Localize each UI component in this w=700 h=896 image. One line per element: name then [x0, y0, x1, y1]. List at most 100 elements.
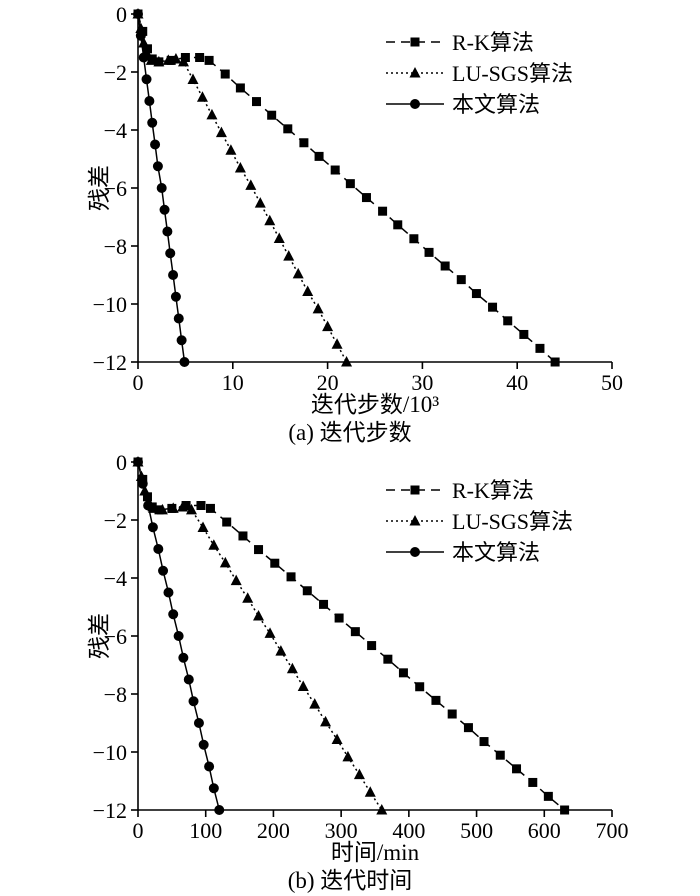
circle-marker: [173, 313, 184, 324]
square-marker: [330, 165, 340, 175]
square-marker: [456, 275, 466, 285]
circle-marker: [156, 183, 167, 193]
circle-marker: [170, 291, 181, 302]
triangle-marker: [230, 574, 242, 586]
triangle-marker: [138, 37, 150, 48]
triangle-marker: [264, 214, 276, 226]
square-marker: [424, 247, 434, 257]
subfigure-a: 0 10 20 30 40 50 0 −2 −4 −6 −8 −10 −12 R-K算法 LU-SGS算法本…: [87, 2, 623, 445]
legend-label: R-K算法: [452, 478, 534, 503]
triangle-marker: [135, 22, 147, 33]
x-tick-label: 40: [506, 370, 528, 395]
square-marker: [345, 179, 355, 189]
square-marker: [410, 485, 420, 495]
square-marker: [535, 343, 545, 353]
circle-marker: [153, 544, 164, 554]
x-tick-label: 0: [133, 370, 144, 395]
legend-label: R-K算法: [452, 30, 534, 55]
series-lu-sgs: [132, 456, 388, 815]
square-marker: [488, 302, 498, 312]
square-marker: [398, 668, 408, 678]
circle-marker: [198, 739, 209, 750]
circle-marker: [410, 99, 420, 109]
triangle-marker: [197, 521, 209, 533]
triangle-marker: [170, 52, 182, 64]
x-tick-label: 300: [325, 818, 358, 843]
chart-a-xlabel: 迭代步数/10³: [310, 392, 440, 417]
subfigure-b: 0 100 200 300 400 500 600 700 0 −2 −4 −6 −8 −10 −12 R-K…: [0, 448, 700, 896]
legend-entry-proposed: 本文算法: [386, 92, 540, 117]
triangle-marker: [153, 55, 165, 67]
y-tick-label: −6: [104, 624, 127, 649]
triangle-marker: [409, 515, 421, 526]
legend-entry-proposed: 本文算法: [386, 540, 540, 565]
circle-marker: [141, 74, 152, 85]
triangle-marker: [156, 503, 168, 515]
circle-marker: [188, 696, 199, 707]
circle-marker: [143, 500, 154, 511]
square-marker: [267, 110, 277, 120]
triangle-marker: [312, 302, 324, 314]
square-marker: [528, 777, 538, 787]
triangle-marker: [331, 338, 343, 349]
triangle-marker: [364, 786, 376, 797]
triangle-marker: [178, 55, 190, 67]
y-tick-label: 0: [116, 450, 127, 475]
triangle-marker: [177, 500, 189, 512]
square-marker: [180, 53, 190, 62]
x-tick-label: 200: [257, 818, 290, 843]
square-marker: [350, 627, 360, 637]
triangle-marker: [187, 73, 199, 85]
circle-marker: [168, 270, 179, 280]
square-marker: [196, 501, 206, 510]
y-tick-label: −10: [93, 292, 127, 317]
square-marker: [283, 124, 293, 134]
square-marker: [383, 654, 393, 664]
y-tick-label: −4: [104, 118, 127, 143]
square-marker: [299, 138, 309, 148]
series-lu-sgs: [132, 8, 353, 367]
circle-marker: [158, 565, 169, 576]
series-proposed: [133, 9, 190, 367]
triangle-marker: [341, 356, 353, 367]
square-marker: [195, 53, 205, 62]
x-tick-label: 100: [189, 818, 222, 843]
circle-marker: [183, 674, 194, 685]
circle-marker: [133, 9, 143, 19]
legend-entry-lu-sgs: LU-SGS算法: [386, 509, 573, 534]
circle-marker: [193, 718, 204, 728]
legend-entry-rk: R-K算法: [386, 30, 534, 55]
square-marker: [334, 613, 344, 623]
square-marker: [471, 289, 481, 299]
circle-marker: [179, 357, 190, 367]
triangle-marker: [225, 144, 237, 155]
square-marker: [440, 261, 450, 271]
y-tick-label: −8: [104, 682, 127, 707]
chart-a-ylabel: 残差: [87, 165, 112, 211]
circle-marker: [208, 783, 219, 794]
circle-marker: [147, 117, 158, 128]
circle-marker: [133, 457, 143, 467]
triangle-marker: [353, 768, 365, 780]
square-marker: [286, 572, 296, 582]
square-marker: [205, 503, 215, 513]
square-marker: [252, 97, 261, 107]
circle-marker: [147, 522, 158, 533]
y-tick-label: −10: [93, 740, 127, 765]
square-marker: [447, 709, 457, 719]
square-marker: [302, 586, 312, 596]
square-marker: [378, 206, 388, 216]
square-marker: [409, 234, 419, 244]
square-marker: [222, 517, 232, 527]
triangle-marker: [215, 126, 227, 138]
square-marker: [319, 599, 329, 609]
triangle-marker: [297, 680, 309, 691]
triangle-marker: [196, 91, 208, 102]
circle-marker: [176, 335, 187, 346]
circle-marker: [137, 478, 148, 489]
square-marker: [512, 764, 522, 774]
circle-marker: [204, 761, 215, 772]
x-tick-label: 600: [528, 818, 561, 843]
circle-marker: [152, 161, 163, 172]
circle-marker: [165, 248, 176, 259]
